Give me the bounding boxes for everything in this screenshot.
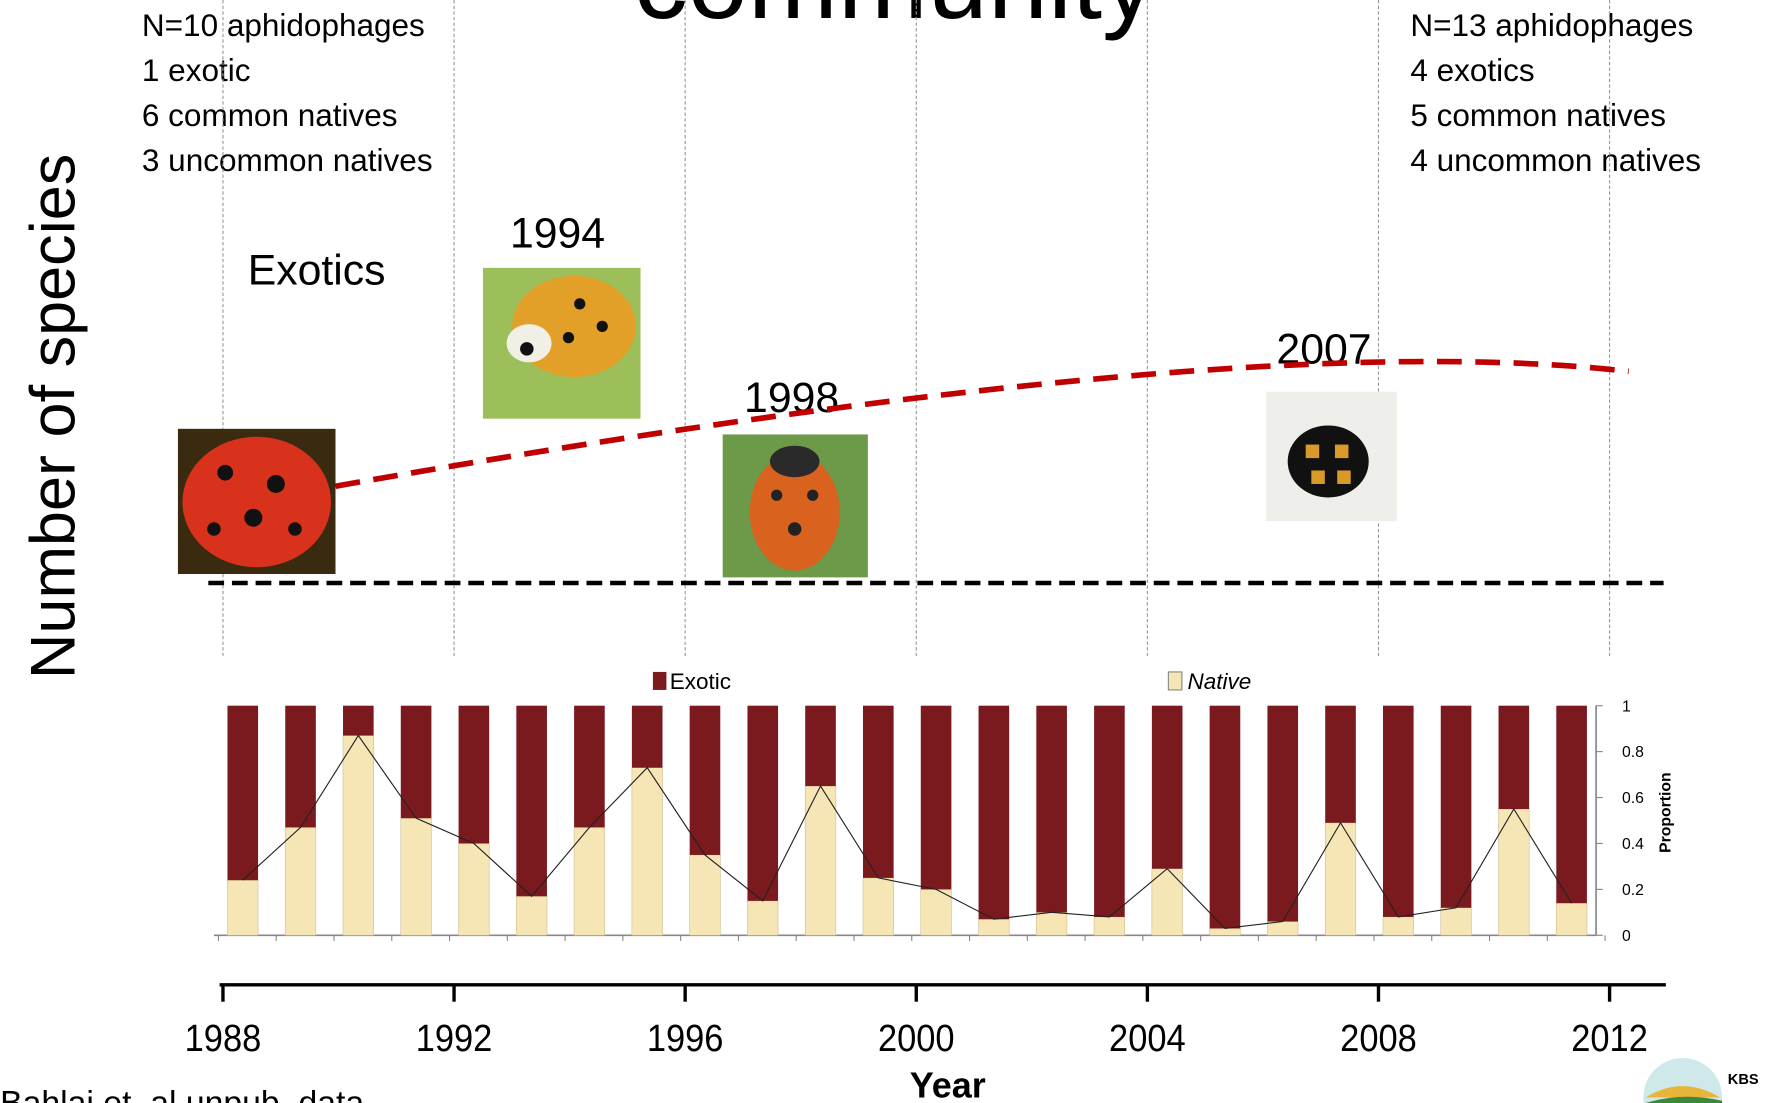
x-tick-label: 1996 <box>647 1017 724 1060</box>
bar-segment <box>1267 921 1299 936</box>
photo <box>722 434 868 578</box>
bar-segment <box>1209 928 1241 936</box>
bar-segment <box>631 767 663 936</box>
x-tick-label: 2000 <box>878 1017 955 1060</box>
bar-segment <box>573 827 606 936</box>
logo <box>1643 1057 1723 1103</box>
x-tick-label: 2004 <box>1109 1017 1186 1060</box>
bar-segment <box>1440 705 1472 908</box>
bar-segment <box>400 705 432 819</box>
bar-segment <box>1093 916 1125 936</box>
bar-segment <box>1498 808 1530 936</box>
stat: N=13 aphidophages <box>1410 7 1693 43</box>
bar-segment <box>458 843 490 936</box>
bar-segment <box>574 705 605 828</box>
legend-swatch <box>652 671 667 690</box>
bar-segment <box>227 879 259 936</box>
bar-segment <box>1036 705 1067 913</box>
exotics-label: Exotics <box>248 247 386 295</box>
stat: N=10 aphidophages <box>142 7 425 43</box>
bar-segment <box>1498 705 1530 810</box>
bar-segment <box>920 889 952 936</box>
bar-segment <box>516 705 547 897</box>
bar-segment <box>1382 705 1414 917</box>
bar-segment <box>516 895 548 936</box>
bar-segment <box>343 705 374 736</box>
legend-label: Exotic <box>670 669 731 694</box>
bar-segment <box>747 900 779 936</box>
bar-segment <box>920 705 952 890</box>
legend-swatch <box>1167 671 1183 691</box>
trend-curve <box>335 358 1630 489</box>
y-tick-label: 0 <box>1622 928 1631 945</box>
bar-segment <box>227 705 259 881</box>
bar-segment <box>978 705 1010 920</box>
bar-segment <box>1440 907 1472 936</box>
x-tick-label: 2008 <box>1340 1017 1417 1060</box>
bar-segment <box>1324 822 1357 936</box>
bar-segment <box>1556 705 1587 904</box>
photo <box>177 428 336 575</box>
x-tick-label: 1988 <box>185 1017 262 1060</box>
bar-segment <box>747 705 779 901</box>
y2-axis-label: Proportion <box>1657 772 1674 852</box>
stat: 1 exotic <box>142 52 251 88</box>
stat: 3 uncommon natives <box>142 142 433 178</box>
y-tick-label: 0.4 <box>1622 836 1644 853</box>
y-tick-label: 1 <box>1622 698 1631 715</box>
legend-label: Native <box>1188 669 1252 694</box>
native-line <box>242 734 1573 930</box>
photo-year: 1994 <box>510 210 605 258</box>
x-tick-label: 2012 <box>1571 1017 1648 1060</box>
bar-segment <box>458 705 490 844</box>
bar-segment <box>804 785 837 936</box>
bar-segment <box>1151 705 1183 869</box>
bar-segment <box>285 705 316 828</box>
bar-segment <box>689 705 721 855</box>
bar-segment <box>1382 916 1414 936</box>
x-tick-label: 1992 <box>416 1017 493 1060</box>
bar-segment <box>862 705 894 878</box>
stat: 4 exotics <box>1410 52 1534 88</box>
bar-segment <box>1209 705 1241 929</box>
stat: 5 common natives <box>1410 97 1666 133</box>
y-tick-label: 0.8 <box>1622 744 1644 761</box>
bar-segment <box>978 918 1010 936</box>
bar-segment <box>342 735 374 936</box>
bar-segment <box>1094 705 1125 917</box>
y-tick-label: 0.2 <box>1622 882 1644 899</box>
bar-segment <box>862 877 894 936</box>
bar-segment <box>1151 868 1183 936</box>
bar-segment <box>1556 902 1588 936</box>
bar-segment <box>1036 912 1068 936</box>
bar-segment <box>689 854 721 936</box>
photo <box>1266 391 1397 522</box>
bar-segment <box>400 817 432 936</box>
logo-text: KBS <box>1728 1072 1759 1088</box>
bar-segment <box>1267 705 1299 922</box>
y-tick-label: 0.6 <box>1622 790 1644 807</box>
slide-title: community <box>634 0 1156 41</box>
bar-segment <box>1325 705 1356 823</box>
bar-segment <box>805 705 836 787</box>
source: Bahlai et. al unpub. data <box>0 1084 364 1103</box>
bar-segment <box>284 827 317 936</box>
stat: 6 common natives <box>142 97 398 133</box>
y-axis-label: Number of species <box>18 154 88 679</box>
bar-segment <box>631 705 663 768</box>
x-axis-label: Year <box>910 1064 986 1103</box>
stat: 4 uncommon natives <box>1410 142 1701 178</box>
photo <box>482 267 641 419</box>
